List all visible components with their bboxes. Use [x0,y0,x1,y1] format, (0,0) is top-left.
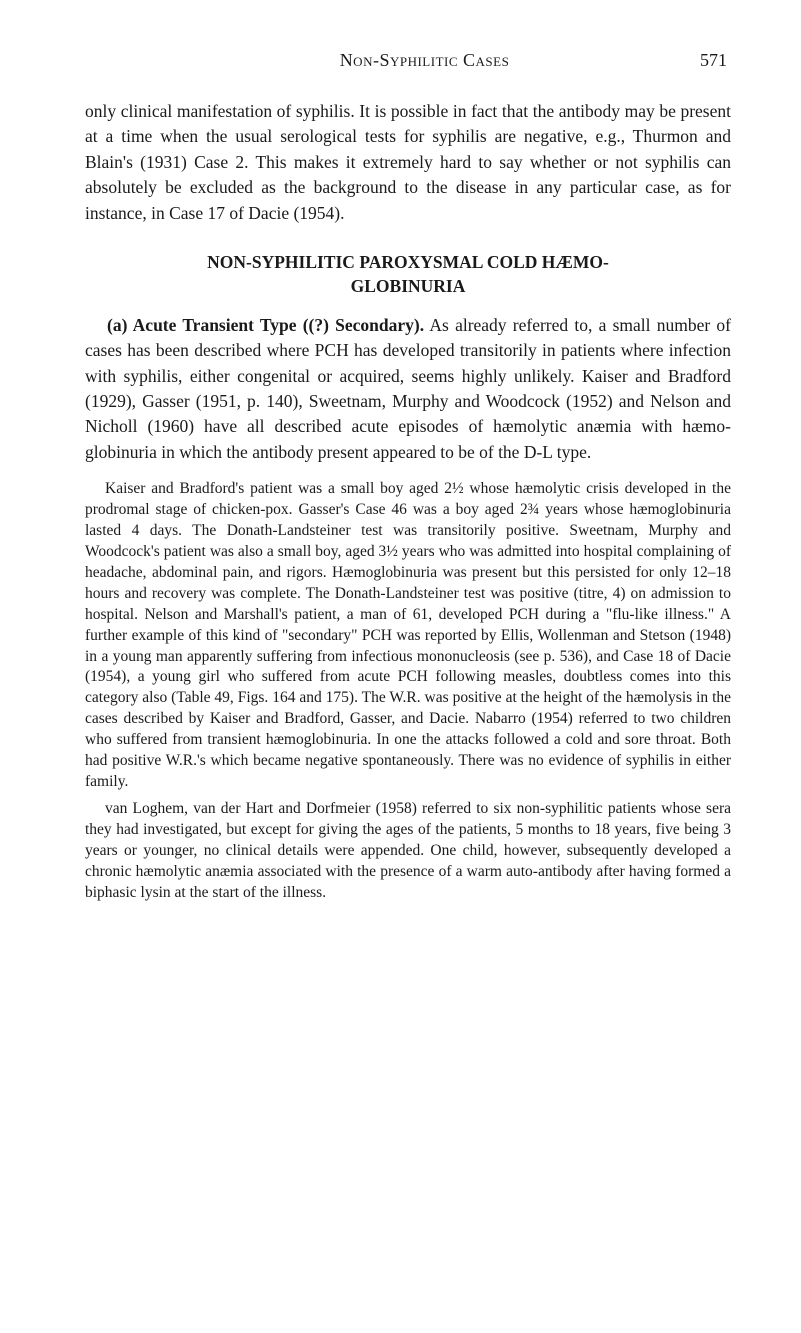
section-title-line2: GLOBINURIA [351,276,466,296]
acute-label: (a) Acute Transient Type ((?) Secondary)… [107,315,424,335]
section-title-line1: NON-SYPHILITIC PAROXYSMAL COLD HÆMO- [207,252,609,272]
opening-paragraph: only clinical manifestation of syphilis.… [85,99,731,226]
acute-body: As already referred to, a small number o… [85,315,731,462]
section-title: NON-SYPHILITIC PAROXYSMAL COLD HÆMO- GLO… [85,250,731,299]
page-container: Non-Syphilitic Cases 571 only clinical m… [0,0,801,970]
acute-transient-paragraph: (a) Acute Transient Type ((?) Secondary)… [85,313,731,465]
case-details-paragraph-2: van Loghem, van der Hart and Dorfmeier (… [85,799,731,904]
running-head: Non-Syphilitic Cases [149,50,700,71]
case-details-paragraph-1: Kaiser and Bradford's patient was a smal… [85,479,731,793]
page-number: 571 [700,50,727,71]
page-header: Non-Syphilitic Cases 571 [85,50,731,71]
